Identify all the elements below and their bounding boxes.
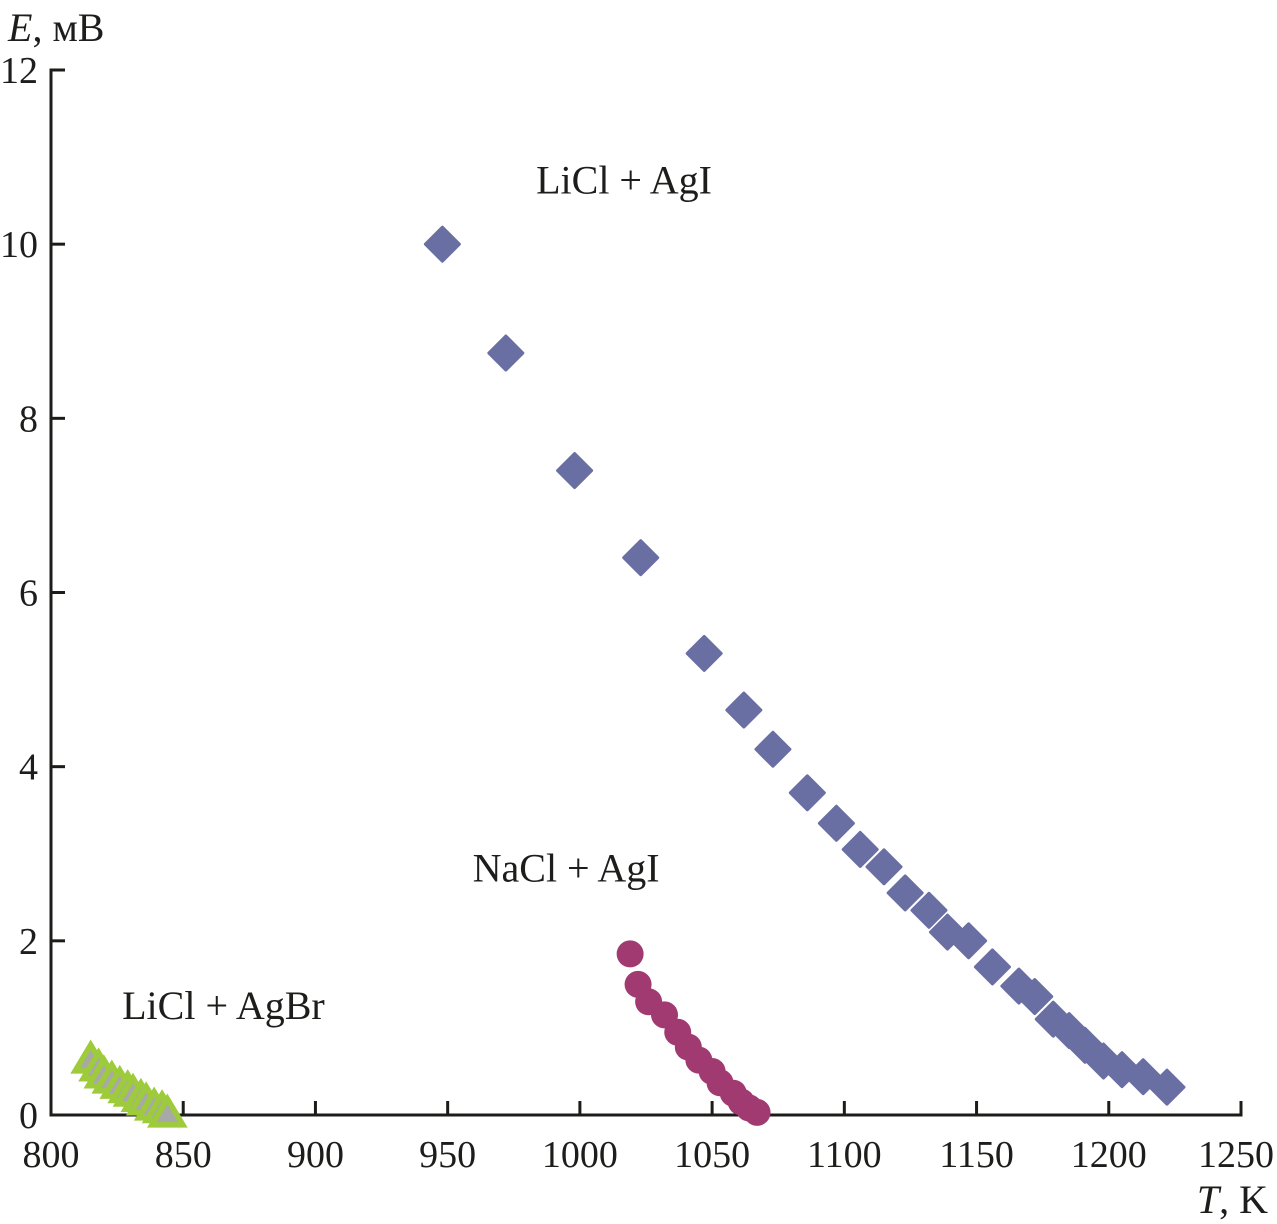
- x-tick-label: 800: [23, 1134, 80, 1176]
- series-licl-agi: [423, 225, 1186, 1106]
- licl-agi-point: [725, 691, 763, 729]
- licl-agi-point: [950, 922, 988, 960]
- y-axis-unit: , мВ: [32, 5, 105, 50]
- nacl-agi-point: [616, 940, 644, 968]
- x-tick-label: 900: [287, 1134, 344, 1176]
- x-tick-label: 850: [155, 1134, 212, 1176]
- series-label-licl-agbr: LiCl + AgBr: [122, 983, 325, 1028]
- x-axis-title: T, K: [1197, 1178, 1268, 1222]
- licl-agi-point: [487, 334, 525, 372]
- x-tick-label: 1000: [542, 1134, 618, 1176]
- series-nacl-agi: [616, 940, 771, 1126]
- y-tick-label: 8: [19, 398, 38, 440]
- x-tick-label: 1200: [1071, 1134, 1147, 1176]
- axes: 0 2 4 6 8 10 12 800 850 900 950 1000 1050 1100 1150 120…: [0, 50, 1274, 1176]
- licl-agi-point: [1016, 978, 1054, 1016]
- licl-agi-point: [973, 948, 1011, 986]
- axis-lines: [49, 68, 1243, 1117]
- x-axis-symbol: T: [1196, 1177, 1220, 1222]
- licl-agi-point: [622, 539, 660, 577]
- y-tick-label: 6: [19, 573, 38, 615]
- nacl-agi-point: [743, 1098, 771, 1126]
- licl-agi-point: [865, 848, 903, 886]
- x-tick-label: 1250: [1198, 1134, 1274, 1176]
- licl-agi-point: [556, 452, 594, 490]
- licl-agi-point: [1000, 967, 1038, 1005]
- licl-agi-point: [754, 730, 792, 768]
- licl-agi-point: [1034, 1000, 1072, 1038]
- y-tick-label: 2: [19, 921, 38, 963]
- y-axis-title: E, мВ: [8, 6, 104, 50]
- y-tick-label: 12: [0, 50, 38, 92]
- y-tick-label: 10: [0, 224, 38, 266]
- x-tick-label: 1050: [674, 1134, 750, 1176]
- licl-agi-point: [788, 774, 826, 812]
- licl-agi-point: [423, 225, 461, 263]
- y-axis-symbol: E: [8, 5, 33, 50]
- licl-agi-point: [817, 804, 855, 842]
- series-label-nacl-agi: NaCl + AgI: [473, 846, 660, 891]
- y-tick-label: 0: [19, 1095, 38, 1137]
- licl-agi-point: [685, 634, 723, 672]
- licl-agbr-point: [147, 1093, 188, 1128]
- x-tick-label: 950: [419, 1134, 476, 1176]
- licl-agi-point: [910, 891, 948, 929]
- licl-agi-point: [886, 874, 924, 912]
- series-licl-agbr: [70, 1039, 188, 1128]
- x-tick-label: 1100: [807, 1134, 882, 1176]
- licl-agi-point: [841, 830, 879, 868]
- licl-agi-point: [1148, 1068, 1186, 1106]
- x-tick-label: 1150: [939, 1134, 1014, 1176]
- y-tick-label: 4: [19, 747, 38, 789]
- series-label-licl-agi: LiCl + AgI: [536, 158, 712, 203]
- x-axis-unit: , K: [1219, 1177, 1268, 1222]
